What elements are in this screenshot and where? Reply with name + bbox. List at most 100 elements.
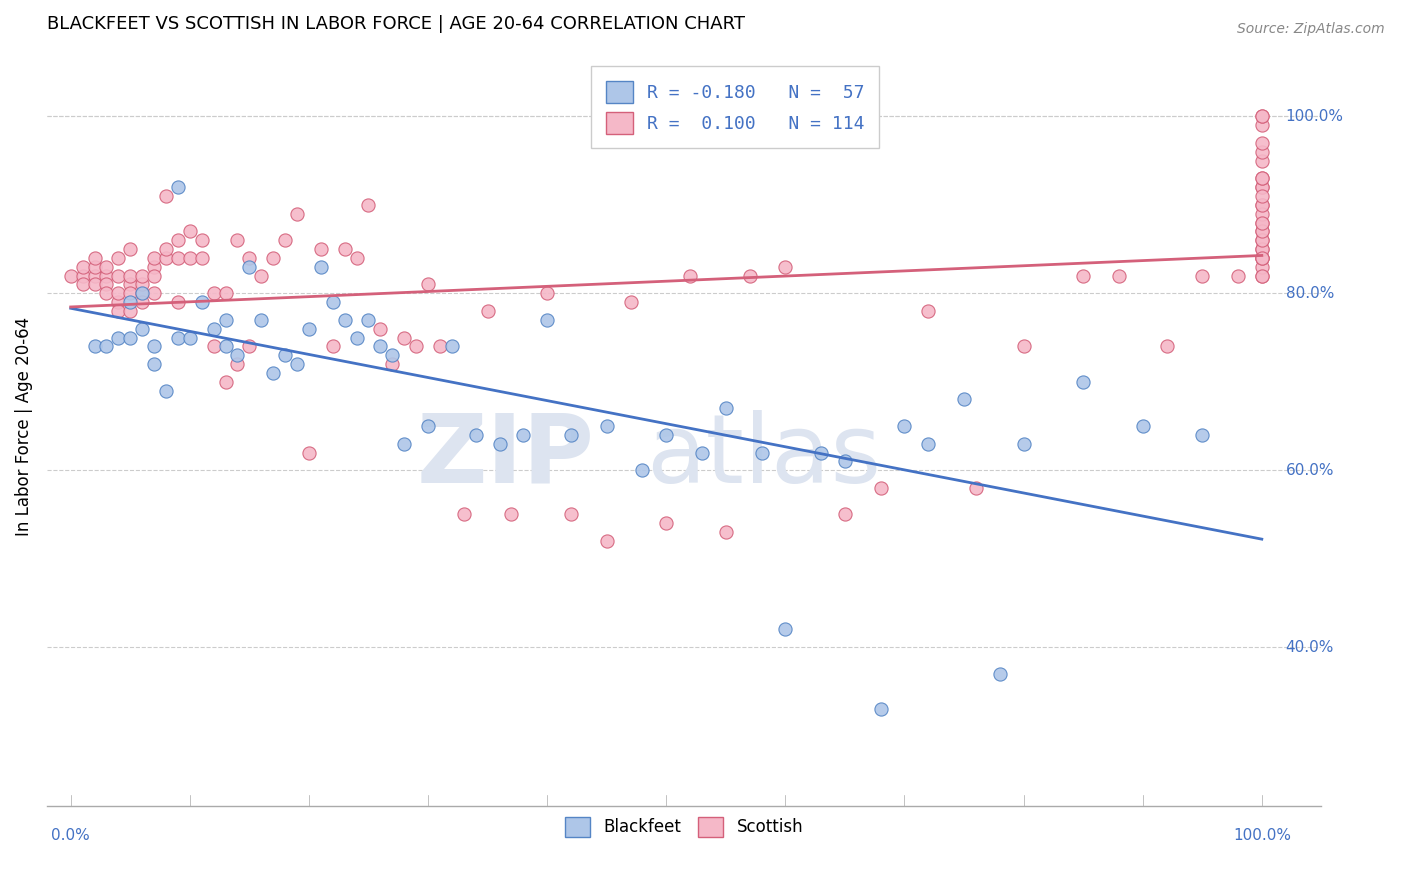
Point — [1191, 268, 1213, 283]
Point — [238, 260, 260, 274]
Point — [167, 233, 190, 247]
Point — [1012, 436, 1035, 450]
Point — [107, 286, 129, 301]
Point — [1250, 189, 1272, 203]
Point — [1250, 268, 1272, 283]
Point — [655, 516, 678, 531]
Y-axis label: In Labor Force | Age 20-64: In Labor Force | Age 20-64 — [15, 317, 32, 535]
Text: BLACKFEET VS SCOTTISH IN LABOR FORCE | AGE 20-64 CORRELATION CHART: BLACKFEET VS SCOTTISH IN LABOR FORCE | A… — [46, 15, 745, 33]
Point — [131, 322, 153, 336]
Point — [1250, 233, 1272, 247]
Point — [893, 419, 915, 434]
Point — [167, 295, 190, 310]
Point — [1250, 145, 1272, 159]
Point — [155, 384, 177, 398]
Text: Source: ZipAtlas.com: Source: ZipAtlas.com — [1237, 22, 1385, 37]
Point — [596, 419, 619, 434]
Point — [226, 357, 249, 371]
Point — [262, 251, 284, 265]
Point — [131, 277, 153, 292]
Point — [1250, 242, 1272, 256]
Text: 100.0%: 100.0% — [1285, 109, 1344, 124]
Point — [83, 251, 105, 265]
Point — [1250, 153, 1272, 168]
Point — [120, 286, 142, 301]
Point — [965, 481, 987, 495]
Point — [834, 454, 856, 468]
Point — [1250, 198, 1272, 212]
Point — [1250, 216, 1272, 230]
Point — [775, 623, 797, 637]
Point — [1250, 198, 1272, 212]
Point — [96, 286, 118, 301]
Point — [1250, 180, 1272, 194]
Point — [751, 445, 773, 459]
Point — [285, 207, 308, 221]
Point — [810, 445, 832, 459]
Point — [298, 322, 321, 336]
Point — [226, 233, 249, 247]
Point — [107, 251, 129, 265]
Point — [1227, 268, 1250, 283]
Point — [370, 322, 392, 336]
Point — [477, 304, 499, 318]
Point — [1156, 339, 1178, 353]
Point — [143, 268, 166, 283]
Point — [501, 508, 523, 522]
Point — [988, 666, 1011, 681]
Point — [536, 286, 558, 301]
Text: 60.0%: 60.0% — [1285, 463, 1334, 478]
Point — [309, 260, 332, 274]
Point — [202, 286, 225, 301]
Point — [357, 198, 380, 212]
Point — [202, 322, 225, 336]
Point — [1250, 224, 1272, 238]
Text: 40.0%: 40.0% — [1285, 640, 1334, 655]
Point — [416, 277, 439, 292]
Point — [131, 286, 153, 301]
Point — [179, 330, 201, 344]
Point — [1250, 118, 1272, 132]
Point — [619, 295, 641, 310]
Point — [392, 330, 415, 344]
Point — [83, 268, 105, 283]
Point — [488, 436, 510, 450]
Point — [96, 339, 118, 353]
Point — [416, 419, 439, 434]
Text: 0.0%: 0.0% — [52, 829, 90, 844]
Point — [869, 702, 891, 716]
Point — [655, 428, 678, 442]
Point — [714, 525, 737, 540]
Point — [917, 436, 939, 450]
Point — [1108, 268, 1130, 283]
Point — [405, 339, 427, 353]
Point — [72, 268, 94, 283]
Point — [167, 251, 190, 265]
Point — [1250, 136, 1272, 150]
Point — [143, 339, 166, 353]
Point — [1250, 110, 1272, 124]
Point — [72, 277, 94, 292]
Point — [107, 330, 129, 344]
Point — [738, 268, 761, 283]
Text: ZIP: ZIP — [418, 410, 595, 503]
Point — [96, 277, 118, 292]
Text: 100.0%: 100.0% — [1233, 829, 1291, 844]
Point — [1250, 110, 1272, 124]
Point — [775, 260, 797, 274]
Point — [120, 268, 142, 283]
Point — [214, 375, 236, 389]
Point — [917, 304, 939, 318]
Point — [190, 295, 212, 310]
Point — [131, 286, 153, 301]
Point — [392, 436, 415, 450]
Point — [131, 268, 153, 283]
Legend: Blackfeet, Scottish: Blackfeet, Scottish — [558, 810, 810, 844]
Point — [309, 242, 332, 256]
Point — [83, 260, 105, 274]
Point — [214, 286, 236, 301]
Point — [1250, 233, 1272, 247]
Point — [1250, 260, 1272, 274]
Point — [214, 339, 236, 353]
Point — [120, 330, 142, 344]
